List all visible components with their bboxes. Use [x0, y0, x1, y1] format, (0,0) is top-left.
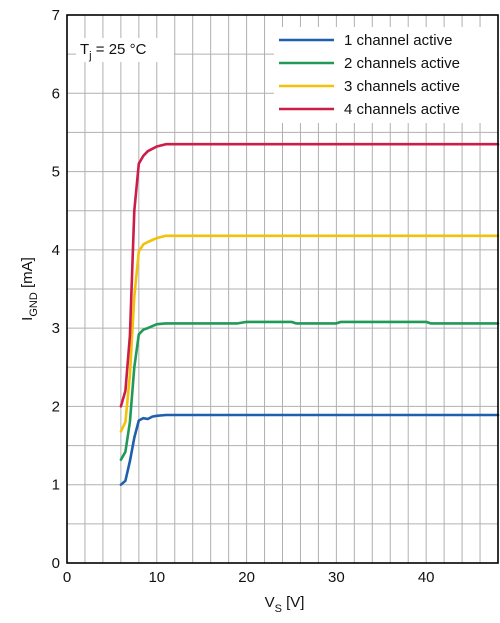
legend-label-3: 3 channels active: [344, 78, 460, 95]
annotation-sub: j: [88, 50, 91, 62]
y-axis-label-main: I: [19, 317, 36, 321]
x-tick-label-30: 30: [328, 569, 345, 586]
legend: 1 channel active 2 channels active 3 chann…: [274, 27, 497, 123]
y-axis-label-sub: GND: [28, 292, 40, 317]
temperature-annotation: Tj = 25 °C: [76, 38, 174, 62]
y-axis-label-unit: [mA]: [19, 257, 36, 292]
series-line-3: [119, 234, 500, 433]
legend-label-1: 1 channel active: [344, 32, 452, 49]
y-tick-label-6: 6: [52, 85, 60, 102]
x-axis-label-main: V: [265, 594, 275, 611]
y-axis-label: IGND [mA]: [19, 257, 40, 321]
tick-labels: 0 10 20 30 40 0 1 2 3 4 5 6 7: [52, 7, 435, 586]
legend-label-4: 4 channels active: [344, 101, 460, 118]
annotation-rest: = 25 °C: [92, 41, 147, 58]
plot-frame: [66, 14, 499, 564]
series-lines: [119, 142, 500, 486]
series-line-4: [119, 142, 500, 408]
legend-background: [274, 27, 497, 123]
y-tick-label-2: 2: [52, 398, 60, 415]
y-tick-label-1: 1: [52, 477, 60, 494]
y-tick-label-7: 7: [52, 7, 60, 24]
annotation-main: T: [80, 41, 89, 58]
x-axis-label: VS [V]: [265, 594, 305, 615]
y-tick-label-5: 5: [52, 164, 60, 181]
temperature-annotation-text: Tj = 25 °C: [80, 41, 147, 62]
series-line-2: [119, 320, 500, 461]
x-axis-label-unit: [V]: [282, 594, 305, 611]
x-tick-label-40: 40: [418, 569, 435, 586]
x-axis-label-sub: S: [275, 603, 282, 615]
y-tick-label-3: 3: [52, 320, 60, 337]
x-tick-label-10: 10: [148, 569, 165, 586]
x-tick-label-20: 20: [238, 569, 255, 586]
x-tick-label-0: 0: [63, 569, 71, 586]
y-tick-label-4: 4: [52, 242, 60, 259]
series-line-1: [119, 413, 500, 486]
legend-label-2: 2 channels active: [344, 55, 460, 72]
y-tick-label-0: 0: [52, 555, 60, 572]
